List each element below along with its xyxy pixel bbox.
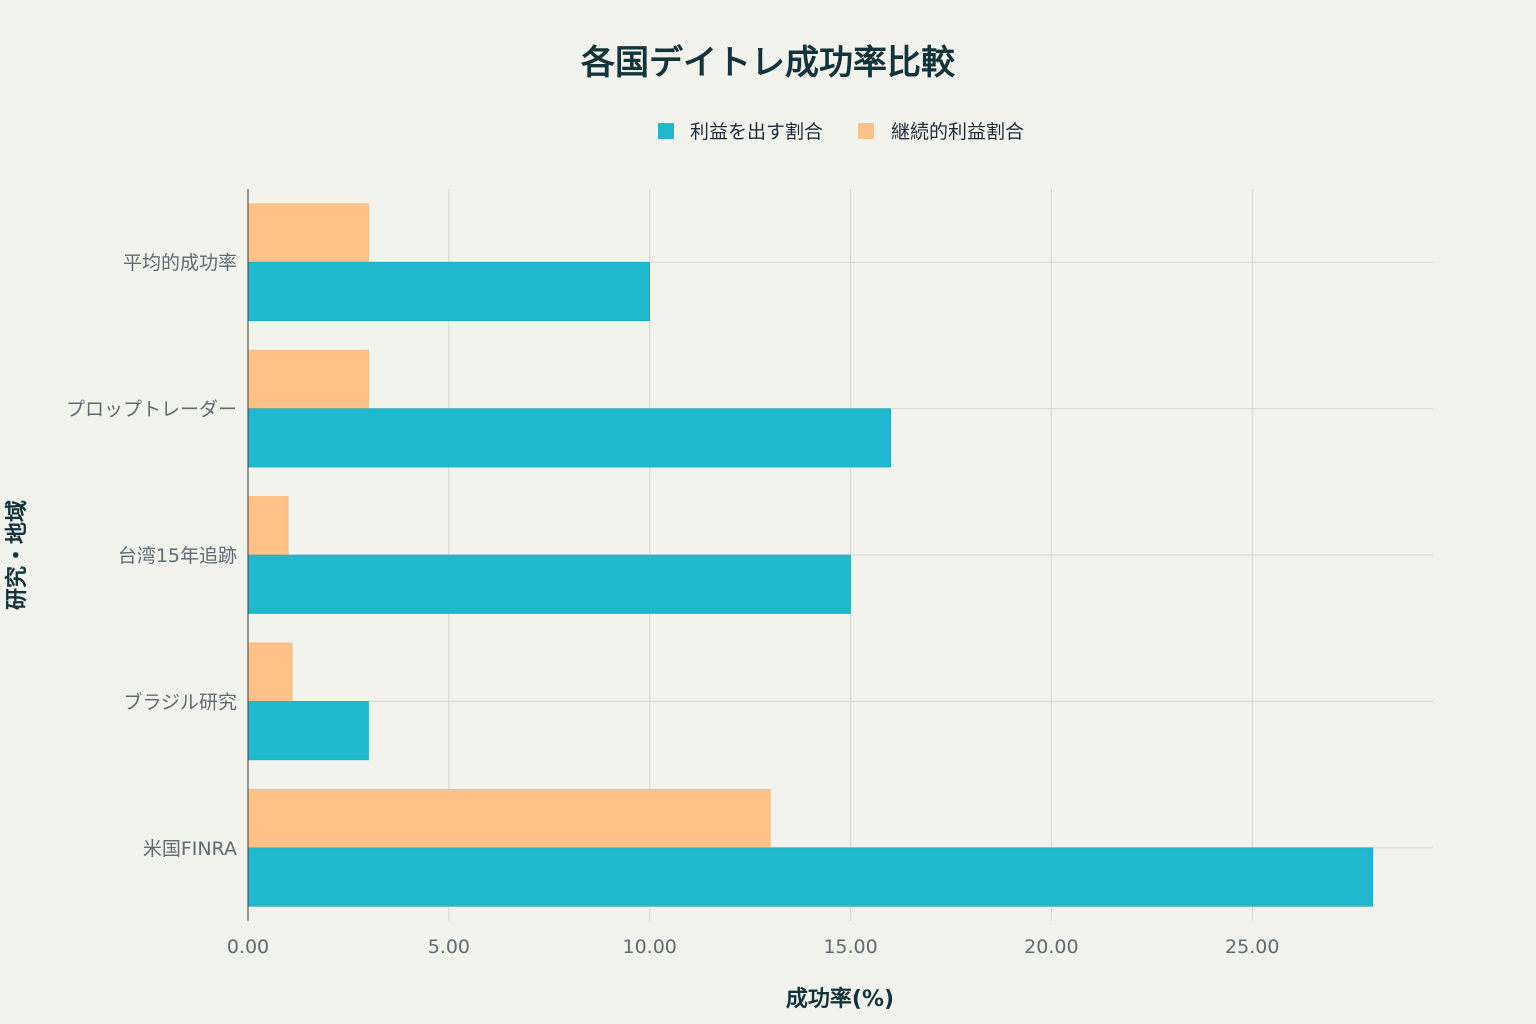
bar-sustained [247,203,369,263]
bar-profit [247,408,892,468]
bar-sustained [247,788,771,849]
x-tick-label: 25.00 [1225,936,1279,958]
bar-sustained [247,496,289,556]
bar-profit [247,701,369,761]
bar-profit [247,847,1374,907]
x-tick-label: 5.00 [428,936,470,958]
legend-swatch-sustained [858,123,874,139]
bar-profit [247,554,851,614]
y-axis-title: 研究・地域 [4,500,30,610]
y-tick-label: 台湾15年追跡 [118,545,237,567]
x-tick-label: 20.00 [1024,936,1078,958]
x-axis-title: 成功率(%) [786,986,894,1012]
legend-label-profit: 利益を出す割合 [690,121,823,143]
x-tick-label: 10.00 [622,936,676,958]
bar-profit [247,261,650,322]
bar-sustained [247,349,369,409]
x-tick-label: 0.00 [227,936,269,958]
y-tick-label: 平均的成功率 [123,252,237,274]
x-tick-label: 15.00 [823,936,877,958]
y-tick-label: 米国FINRA [143,838,237,860]
legend-label-sustained: 継続的利益割合 [891,121,1024,143]
legend: 利益を出す割合 継続的利益割合 [658,121,1024,143]
y-tick-label: ブラジル研究 [123,690,237,713]
y-tick-label: プロップトレーダー [66,399,237,421]
chart-title: 各国デイトレ成功率比較 [581,43,956,83]
x-axis-ticks: 0.00 5.00 10.00 15.00 20.00 25.00 [227,936,1280,958]
bars [247,203,1374,907]
legend-swatch-profit [658,123,674,139]
bar-sustained [247,642,293,702]
